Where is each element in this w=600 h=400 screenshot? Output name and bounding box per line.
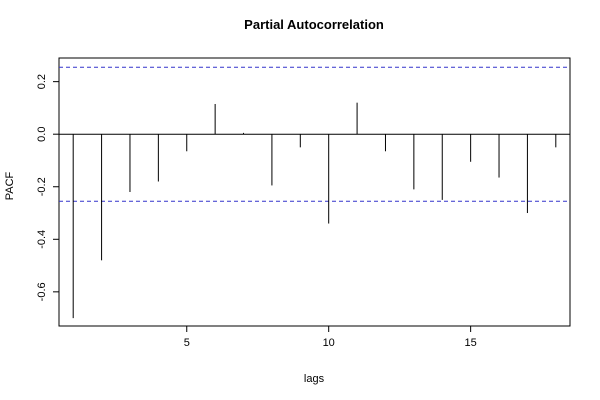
x-tick-label: 10 — [323, 337, 335, 349]
x-tick-label: 15 — [465, 337, 477, 349]
plot-frame — [58, 57, 571, 327]
y-tick-label: -0.2 — [36, 177, 48, 196]
x-axis: 5 10 15 — [184, 326, 477, 349]
y-axis: -0.6 -0.4 -0.2 0.0 0.2 — [36, 74, 59, 301]
y-tick-label: -0.4 — [36, 230, 48, 249]
chart-title: Partial Autocorrelation — [244, 17, 384, 32]
pacf-bars — [72, 102, 557, 319]
y-tick-label: 0.2 — [36, 74, 48, 89]
y-axis-label: PACF — [4, 171, 16, 200]
y-tick-label: -0.6 — [36, 282, 48, 301]
x-axis-label: lags — [304, 373, 325, 385]
x-tick-label: 5 — [184, 337, 190, 349]
y-tick-label: 0.0 — [36, 127, 48, 142]
